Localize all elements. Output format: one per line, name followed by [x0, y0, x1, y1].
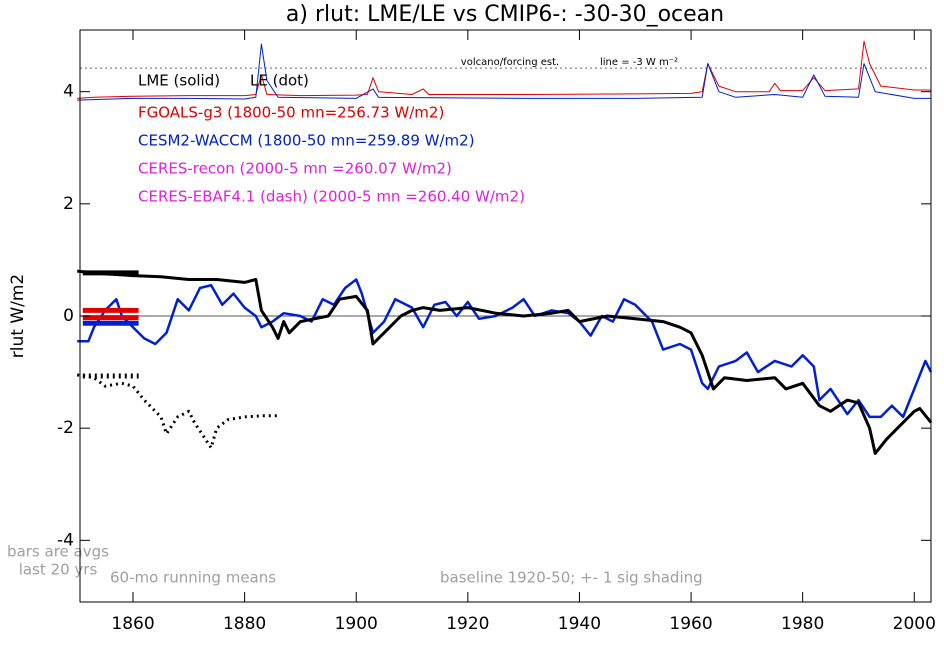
series-line: [76, 373, 279, 450]
x-tick-label: 1980: [781, 614, 824, 634]
x-tick-label: 1900: [335, 614, 378, 634]
chart-title: a) rlut: LME/LE vs CMIP6-: -30-30_ocean: [286, 2, 724, 27]
legend-entry: LE (dot): [250, 72, 309, 90]
y-tick-label: 4: [63, 82, 74, 102]
y-axis-label: rlut W/m2: [8, 274, 28, 358]
x-tick-label: 1860: [111, 614, 154, 634]
y-tick-label: 2: [63, 194, 74, 214]
y-tick-label: 0: [63, 306, 74, 326]
x-tick-label: 1880: [223, 614, 266, 634]
annotation: volcano/forcing est.: [461, 57, 559, 68]
series-line: [77, 40, 931, 99]
annotation: line = -3 W m⁻²: [600, 57, 678, 68]
annotation: bars are avgs: [7, 543, 109, 561]
legend-entry: CERES-recon (2000-5 mn =260.07 W/m2): [138, 160, 452, 178]
series-line: [77, 278, 933, 419]
annotation: baseline 1920-50; +- 1 sig shading: [440, 569, 703, 587]
y-tick-label: -2: [57, 418, 74, 438]
legend-entry: FGOALS-g3 (1800-50 mn=256.73 W/m2): [138, 104, 444, 122]
x-tick-label: 1920: [446, 614, 489, 634]
legend-entry: CESM2-WACCM (1800-50 mn=259.89 W/m2): [138, 132, 475, 150]
x-tick-label: 1940: [558, 614, 601, 634]
x-tick-label: 1960: [669, 614, 712, 634]
legend-entry: CERES-EBAF4.1 (dash) (2000-5 mn =260.40 …: [138, 188, 525, 206]
series-line: [77, 43, 931, 101]
annotation: last 20 yrs: [19, 561, 98, 579]
annotation: 60-mo running means: [110, 569, 276, 587]
legend-entry: LME (solid): [138, 72, 220, 90]
series-line: [77, 269, 933, 455]
x-tick-label: 2000: [893, 614, 936, 634]
y-tick-label: -4: [57, 530, 74, 550]
